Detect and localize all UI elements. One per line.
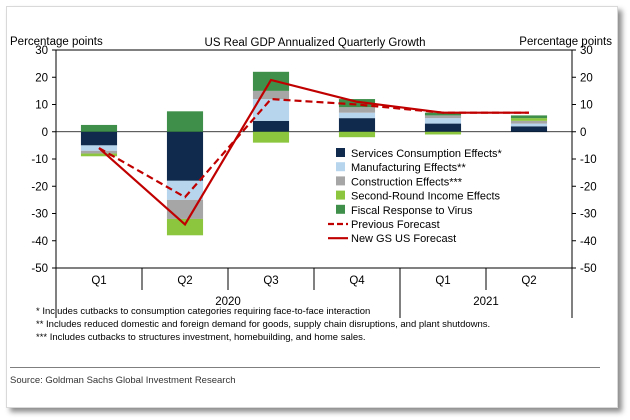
y-tick-label-left: 30 — [35, 45, 48, 57]
bar-segment-series-2 — [252, 90, 290, 100]
y-tick-label-right: -40 — [580, 236, 597, 248]
bar-segment-series-0 — [424, 123, 462, 132]
bar-segment-series-3 — [338, 131, 376, 138]
legend-label: New GS US Forecast — [351, 233, 456, 245]
bar-segment-series-0 — [338, 118, 376, 132]
source-note: Source: Goldman Sachs Global Investment … — [10, 375, 236, 386]
x-tick-label: Q2 — [177, 275, 192, 287]
x-tick-label: Q2 — [521, 275, 536, 287]
chart-title: US Real GDP Annualized Quarterly Growth — [205, 37, 426, 49]
y-tick-label-left: -50 — [31, 263, 48, 275]
legend-swatch-0 — [336, 148, 345, 157]
legend-label: Previous Forecast — [351, 219, 440, 231]
source-divider — [10, 367, 600, 368]
bar-segment-series-2 — [80, 150, 118, 154]
bar-segment-series-1 — [252, 99, 290, 121]
chart-frame — [6, 6, 618, 408]
x-tick-label: Q1 — [91, 275, 106, 287]
bar-segment-series-3 — [424, 131, 462, 135]
bar-segment-series-0 — [510, 126, 548, 132]
footnote-1: * Includes cutbacks to consumption categ… — [36, 306, 371, 317]
y-tick-label-right: -10 — [580, 154, 597, 166]
x-tick-label: Q1 — [435, 275, 450, 287]
y-tick-label-left: -30 — [31, 209, 48, 221]
bar-segment-series-0 — [80, 131, 118, 146]
legend-swatch-3 — [336, 190, 345, 200]
y-tick-label-right: -20 — [580, 181, 597, 193]
y-tick-label-left: 0 — [42, 127, 48, 139]
y-tick-label-left: -40 — [31, 236, 48, 248]
y-axis-label-left: Percentage points — [10, 36, 103, 48]
legend-swatch-1 — [336, 162, 345, 172]
bar-segment-series-4 — [166, 111, 204, 132]
bar-segment-series-1 — [424, 118, 462, 124]
previous-forecast-line — [98, 97, 529, 199]
footnote-3: *** Includes cutbacks to structures inve… — [36, 332, 366, 343]
footnote-2: ** Includes reduced domestic and foreign… — [36, 319, 491, 330]
bar-segment-series-0 — [252, 120, 290, 132]
y-tick-label-left: -10 — [31, 154, 48, 166]
y-tick-label-right: -50 — [580, 263, 597, 275]
legend-label: Construction Effects*** — [351, 176, 463, 188]
y-tick-label-right: 10 — [580, 100, 593, 112]
y-axis-label-right: Percentage points — [519, 36, 612, 48]
y-tick-label-right: 0 — [580, 127, 586, 139]
bar-segment-series-4 — [424, 112, 462, 116]
new-forecast-line — [98, 78, 529, 227]
legend-swatch-2 — [336, 176, 345, 186]
bar-segment-series-2 — [510, 120, 548, 124]
year-label: 2020 — [215, 296, 241, 308]
bar-segment-series-4 — [80, 124, 118, 132]
bar-segment-series-4 — [510, 115, 548, 119]
legend-label: Second-Round Income Effects — [351, 191, 500, 203]
y-tick-label-right: -30 — [580, 209, 597, 221]
bar-segment-series-2 — [166, 199, 204, 219]
bar-segment-series-3 — [166, 218, 204, 236]
bar-segment-series-2 — [424, 115, 462, 119]
bar-segment-series-1 — [510, 123, 548, 127]
legend-label: Manufacturing Effects** — [351, 162, 466, 174]
bar-segment-series-3 — [510, 118, 548, 121]
bar-segment-series-3 — [80, 153, 118, 157]
legend-swatch-4 — [336, 204, 345, 214]
y-tick-label-right: 30 — [580, 45, 593, 57]
y-tick-label-right: 20 — [580, 72, 593, 84]
year-label: 2021 — [473, 296, 499, 308]
x-tick-label: Q3 — [263, 275, 278, 287]
x-tick-label: Q4 — [349, 275, 365, 287]
bar-segment-series-3 — [252, 131, 290, 143]
legend-label: Fiscal Response to Virus — [351, 205, 473, 217]
legend-label: Services Consumption Effects* — [351, 148, 503, 160]
bar-segment-series-4 — [338, 99, 376, 108]
bar-segment-series-1 — [338, 112, 376, 119]
bar-segment-series-0 — [166, 131, 204, 181]
bar-segment-series-2 — [338, 107, 376, 113]
y-tick-label-left: 10 — [35, 100, 48, 112]
y-tick-label-left: -20 — [31, 181, 48, 193]
y-tick-label-left: 20 — [35, 72, 48, 84]
